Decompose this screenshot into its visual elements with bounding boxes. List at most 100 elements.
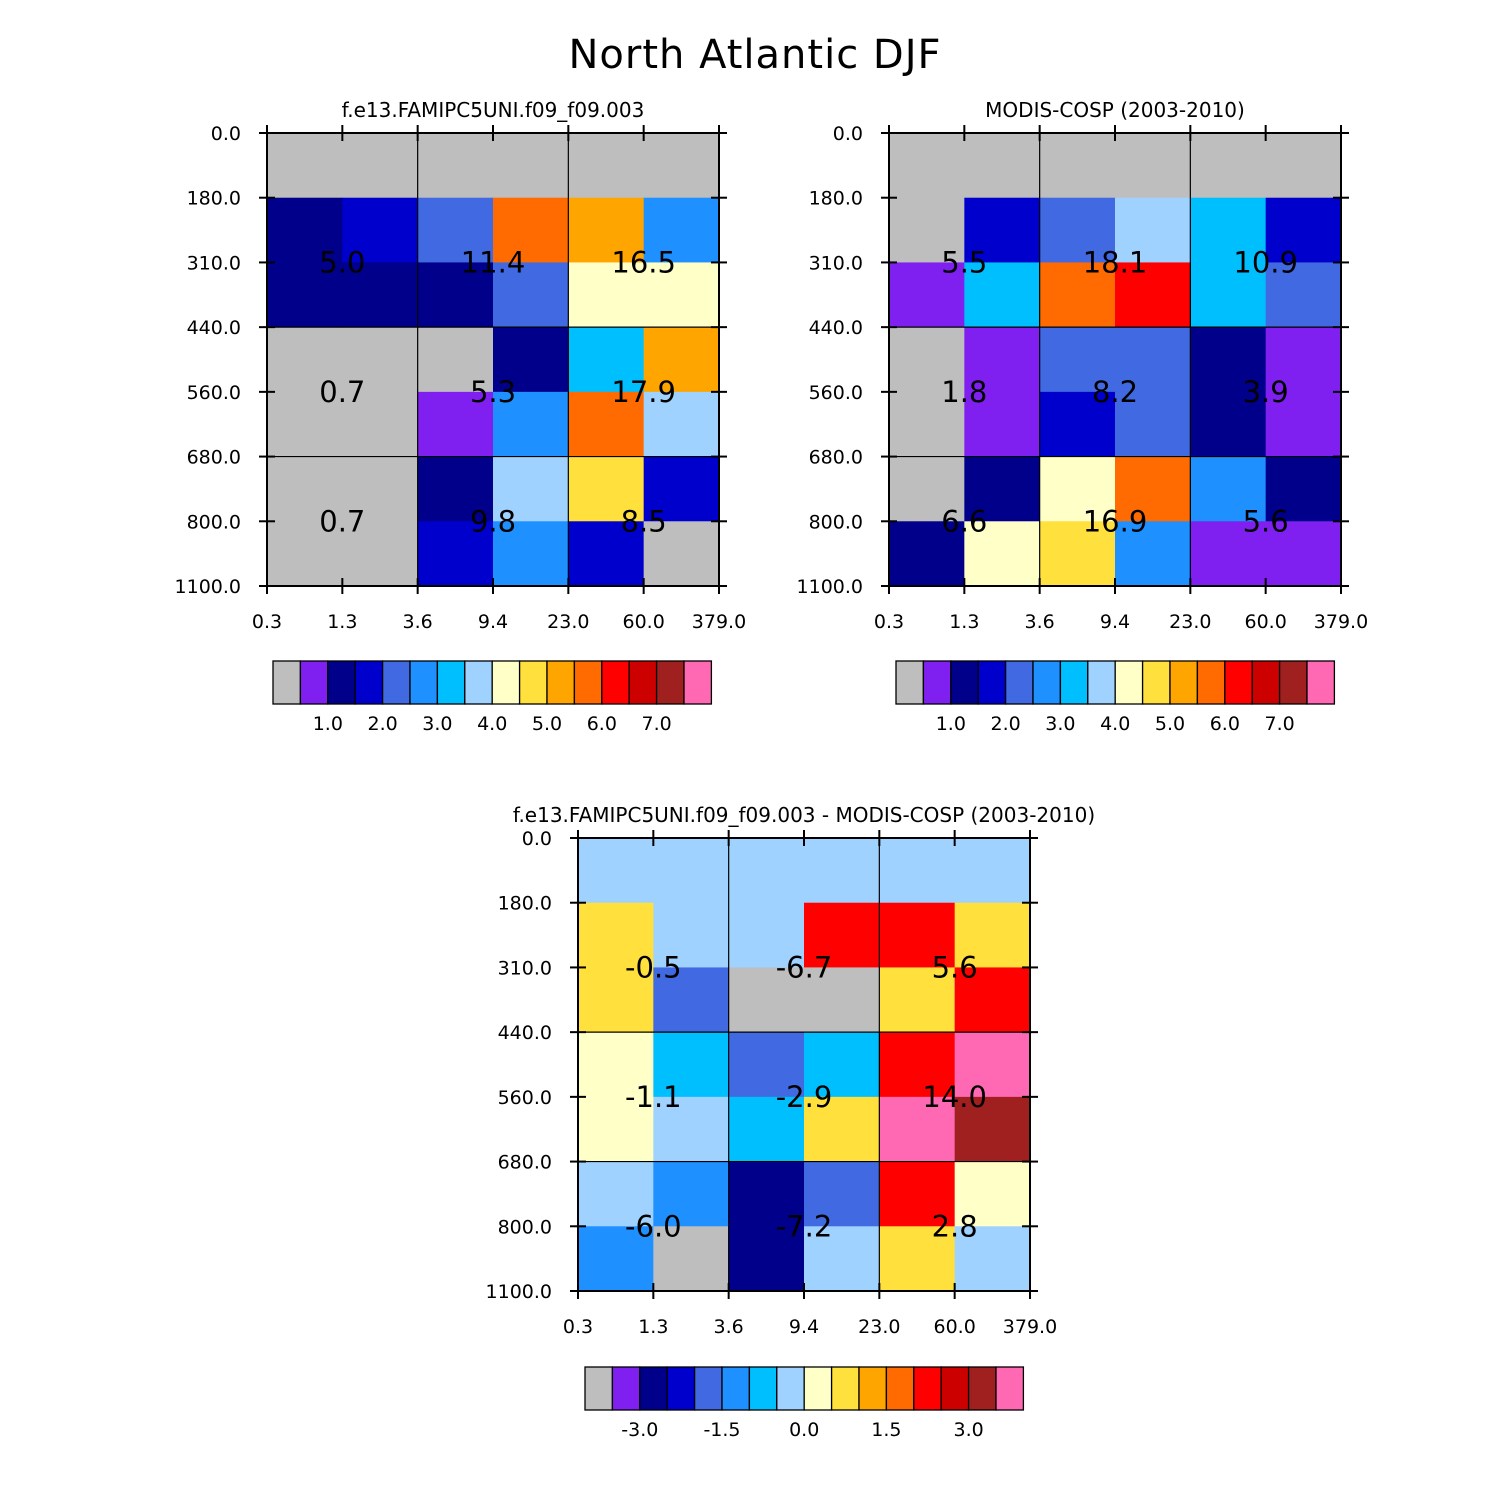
heatmap-cell bbox=[964, 521, 1041, 587]
colorbar-box bbox=[1224, 660, 1253, 705]
x-tick-label: 60.0 bbox=[934, 1316, 976, 1338]
heatmap-cell bbox=[889, 133, 965, 199]
cell-value-label: 18.1 bbox=[1083, 245, 1148, 279]
heatmap-cell bbox=[267, 327, 343, 393]
colorbar-box bbox=[546, 660, 576, 705]
colorbar-box bbox=[1278, 660, 1308, 705]
heatmap-cell bbox=[889, 521, 965, 587]
heatmap-cell bbox=[804, 902, 880, 969]
colorbar-box bbox=[1169, 660, 1199, 705]
cell-value-label: 17.9 bbox=[611, 375, 676, 409]
heatmap-cell bbox=[342, 521, 419, 587]
heatmap-cell bbox=[1039, 456, 1116, 522]
heatmap-cell bbox=[889, 456, 965, 522]
heatmap-cell bbox=[964, 391, 1041, 458]
y-tick-label: 800.0 bbox=[809, 511, 863, 533]
colorbar-box bbox=[1032, 660, 1062, 705]
heatmap-cell bbox=[1115, 456, 1191, 522]
heatmap-cell bbox=[1115, 327, 1191, 393]
colorbar-label: 0.0 bbox=[789, 1419, 819, 1441]
colorbar-box bbox=[940, 1366, 970, 1411]
colorbar-box bbox=[655, 660, 685, 705]
heatmap-cell bbox=[1039, 327, 1116, 393]
colorbar-box bbox=[683, 660, 713, 705]
heatmap-cell bbox=[728, 1161, 805, 1227]
heatmap-cell bbox=[879, 838, 956, 904]
heatmap-cell bbox=[889, 262, 965, 328]
colorbar-label: 6.0 bbox=[1210, 713, 1240, 735]
colorbar-box bbox=[922, 660, 952, 705]
heatmap-cell bbox=[1190, 521, 1267, 587]
colorbar-label: 3.0 bbox=[953, 1419, 983, 1441]
x-tick-label: 9.4 bbox=[789, 1316, 819, 1338]
colorbar-box bbox=[1306, 660, 1336, 705]
heatmap-cell bbox=[879, 1096, 956, 1163]
heatmap-cell bbox=[267, 391, 343, 458]
heatmap-cell bbox=[653, 1096, 730, 1163]
cell-value-label: -0.5 bbox=[625, 950, 682, 984]
heatmap-cell bbox=[1190, 133, 1267, 199]
colorbar-box bbox=[1251, 660, 1281, 705]
colorbar-label: 2.0 bbox=[367, 713, 397, 735]
y-tick-label: 440.0 bbox=[187, 317, 241, 339]
x-tick-label: 3.6 bbox=[403, 611, 433, 633]
cell-value-label: 0.7 bbox=[319, 504, 365, 538]
heatmap-cell bbox=[417, 391, 494, 458]
heatmap-cell bbox=[568, 197, 645, 264]
colorbar-box bbox=[491, 660, 521, 705]
heatmap-cell bbox=[417, 521, 494, 587]
colorbar-label: 6.0 bbox=[587, 713, 617, 735]
figure-title: North Atlantic DJF bbox=[568, 32, 941, 78]
colorbar-box bbox=[967, 1366, 997, 1411]
colorbar-box bbox=[601, 660, 630, 705]
cell-value-label: 14.0 bbox=[922, 1080, 987, 1114]
heatmap-cell bbox=[954, 1096, 1031, 1163]
x-tick-label: 9.4 bbox=[1100, 611, 1130, 633]
heatmap-cell bbox=[1039, 391, 1116, 458]
heatmap-cell bbox=[1265, 133, 1342, 199]
cell-value-label: 2.8 bbox=[932, 1209, 978, 1243]
y-tick-label: 680.0 bbox=[187, 447, 241, 469]
colorbar-box bbox=[628, 660, 658, 705]
colorbar-box bbox=[573, 660, 603, 705]
colorbar: -3.0 -1.5 0.0 1.5 3.0 bbox=[584, 1366, 1025, 1441]
y-tick-label: 560.0 bbox=[809, 382, 863, 404]
heatmap-cell bbox=[342, 133, 419, 199]
colorbar-box bbox=[858, 1366, 888, 1411]
heatmap-cell bbox=[643, 521, 720, 587]
heatmap-cell bbox=[653, 1161, 730, 1227]
y-tick-label: 800.0 bbox=[498, 1216, 552, 1238]
heatmap-cell bbox=[1265, 327, 1342, 393]
heatmap-cell bbox=[728, 1226, 805, 1292]
colorbar-box bbox=[721, 1366, 751, 1411]
y-tick-label: 1100.0 bbox=[175, 576, 241, 598]
heatmap-cell bbox=[964, 133, 1041, 199]
heatmap-cell bbox=[879, 1032, 956, 1098]
colorbar-box bbox=[995, 1366, 1025, 1411]
x-tick-label: 60.0 bbox=[623, 611, 665, 633]
colorbar-box bbox=[611, 1366, 641, 1411]
colorbar-label: 3.0 bbox=[1045, 713, 1075, 735]
y-tick-label: 440.0 bbox=[809, 317, 863, 339]
colorbar-box bbox=[950, 660, 979, 705]
heatmap-cell bbox=[889, 391, 965, 458]
cell-value-label: 3.9 bbox=[1243, 375, 1289, 409]
colorbar-box bbox=[977, 660, 1007, 705]
colorbar-label: 5.0 bbox=[532, 713, 562, 735]
heatmap-cell bbox=[954, 1032, 1031, 1098]
heatmap-cell bbox=[493, 197, 569, 264]
heatmap-cell bbox=[578, 838, 654, 904]
heatmap-cell bbox=[417, 327, 494, 393]
heatmap-cell bbox=[493, 521, 569, 587]
heatmap-cell bbox=[1039, 197, 1116, 264]
y-tick-label: 680.0 bbox=[809, 447, 863, 469]
x-tick-label: 23.0 bbox=[858, 1316, 900, 1338]
heatmap-cell bbox=[568, 456, 645, 522]
heatmap-cell bbox=[417, 262, 494, 328]
colorbar-box bbox=[436, 660, 466, 705]
colorbar-label: 2.0 bbox=[990, 713, 1020, 735]
heatmap-cell bbox=[1190, 262, 1267, 328]
colorbar-label: 3.0 bbox=[422, 713, 452, 735]
heatmap-cell bbox=[493, 456, 569, 522]
cell-value-label: -6.7 bbox=[776, 950, 833, 984]
